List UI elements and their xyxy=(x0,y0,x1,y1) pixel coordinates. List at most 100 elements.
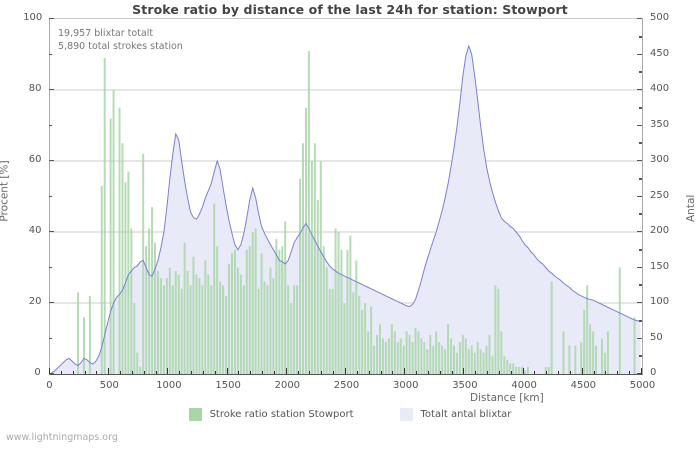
bar xyxy=(491,356,494,374)
tick-mark xyxy=(108,368,110,374)
x-tick: 4500 xyxy=(570,380,597,391)
bar xyxy=(156,271,159,374)
tick-mark xyxy=(637,231,642,232)
bar xyxy=(452,345,455,374)
bar xyxy=(162,285,165,374)
legend-item-stroke-ratio[interactable]: Stroke ratio station Stowport xyxy=(188,408,354,421)
y-right-tick: 200 xyxy=(650,225,670,236)
bar xyxy=(426,349,429,374)
bar xyxy=(488,334,491,374)
bar xyxy=(595,345,598,374)
bar xyxy=(515,366,518,374)
bar xyxy=(168,267,171,374)
bar xyxy=(467,349,470,374)
tick-mark-minor xyxy=(639,71,642,74)
tick-mark-minor xyxy=(131,371,133,374)
bar xyxy=(213,203,216,374)
bar xyxy=(216,246,219,374)
bar xyxy=(476,342,479,374)
y-left-tick: 40 xyxy=(28,225,42,236)
tick-mark xyxy=(637,18,642,19)
bar xyxy=(171,285,174,374)
legend-item-total-strokes[interactable]: Totalt antal blixtar xyxy=(399,408,511,421)
bar xyxy=(293,285,296,374)
bar xyxy=(257,288,260,374)
bar xyxy=(177,274,180,374)
bar xyxy=(337,232,340,374)
plot-area xyxy=(49,18,643,375)
tick-mark-minor xyxy=(427,371,429,374)
bar xyxy=(127,171,130,374)
tick-mark-minor xyxy=(191,371,193,374)
bar xyxy=(562,331,565,374)
bar xyxy=(133,303,136,374)
bar xyxy=(204,260,207,374)
bar xyxy=(77,292,80,374)
tick-mark-minor xyxy=(356,371,358,374)
chart-annotations: 19,957 blixtar totalt 5,890 total stroke… xyxy=(58,28,183,53)
bar xyxy=(524,370,527,374)
bar xyxy=(497,288,500,374)
tick-mark-minor xyxy=(558,371,560,374)
bar xyxy=(151,207,154,374)
bar xyxy=(154,242,157,374)
tick-mark-minor xyxy=(439,371,441,374)
bar xyxy=(103,58,106,374)
tick-mark-minor xyxy=(49,337,52,339)
bar xyxy=(148,228,151,374)
bar xyxy=(284,221,287,374)
bar xyxy=(183,242,186,374)
bar xyxy=(245,249,248,374)
bar xyxy=(399,338,402,374)
y-right-tick: 400 xyxy=(650,83,670,94)
bar xyxy=(461,334,464,374)
y-right-tick: 350 xyxy=(650,118,670,130)
bar xyxy=(88,295,91,374)
bar xyxy=(254,228,257,374)
bar xyxy=(340,249,343,374)
tick-mark xyxy=(49,368,50,374)
tick-mark xyxy=(641,368,642,374)
bar xyxy=(225,295,228,374)
chart-title: Stroke ratio by distance of the last 24h… xyxy=(132,2,568,17)
bar xyxy=(290,303,293,374)
bar xyxy=(435,331,438,374)
x-tick: 4000 xyxy=(511,380,537,391)
tick-mark xyxy=(167,368,169,374)
y-right-tick: 500 xyxy=(650,12,670,23)
x-tick: 3000 xyxy=(393,380,419,391)
bar xyxy=(438,342,441,374)
bar xyxy=(325,267,328,374)
bar xyxy=(307,50,310,374)
tick-mark-minor xyxy=(60,371,62,374)
bar xyxy=(494,285,497,374)
tick-mark-minor xyxy=(262,371,264,374)
bar xyxy=(506,359,509,374)
bar xyxy=(455,352,458,374)
bar xyxy=(159,278,162,374)
bar xyxy=(189,285,192,374)
bar xyxy=(458,342,461,374)
bar xyxy=(322,246,325,374)
bar xyxy=(526,366,529,374)
tick-mark-minor xyxy=(250,371,252,374)
bar xyxy=(302,143,305,374)
bar xyxy=(405,331,408,374)
bar xyxy=(296,285,299,374)
bar xyxy=(606,331,609,374)
x-tick: 1000 xyxy=(156,380,182,391)
annotation-total-strokes: 19,957 blixtar totalt xyxy=(58,28,154,39)
tick-mark xyxy=(49,89,54,90)
bar xyxy=(219,281,222,374)
y-left-tick: 60 xyxy=(28,154,42,165)
x-tick: 1500 xyxy=(215,380,241,391)
bar xyxy=(387,338,390,374)
x-tick: 3500 xyxy=(452,380,478,391)
bar xyxy=(272,278,275,374)
tick-mark-minor xyxy=(546,371,548,374)
bar xyxy=(142,153,145,374)
bar xyxy=(281,246,284,374)
tick-mark xyxy=(637,89,642,90)
tick-mark-minor xyxy=(639,142,642,145)
bar xyxy=(503,356,506,374)
